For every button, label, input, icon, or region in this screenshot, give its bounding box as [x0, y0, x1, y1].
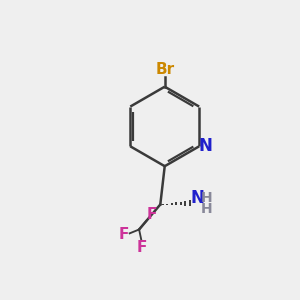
Text: Br: Br [155, 61, 174, 76]
Text: H: H [201, 202, 212, 216]
Text: N: N [199, 137, 213, 155]
Text: F: F [136, 240, 147, 255]
Text: F: F [146, 207, 157, 222]
Text: N: N [190, 189, 204, 207]
Text: H: H [201, 191, 212, 205]
Text: F: F [118, 227, 129, 242]
